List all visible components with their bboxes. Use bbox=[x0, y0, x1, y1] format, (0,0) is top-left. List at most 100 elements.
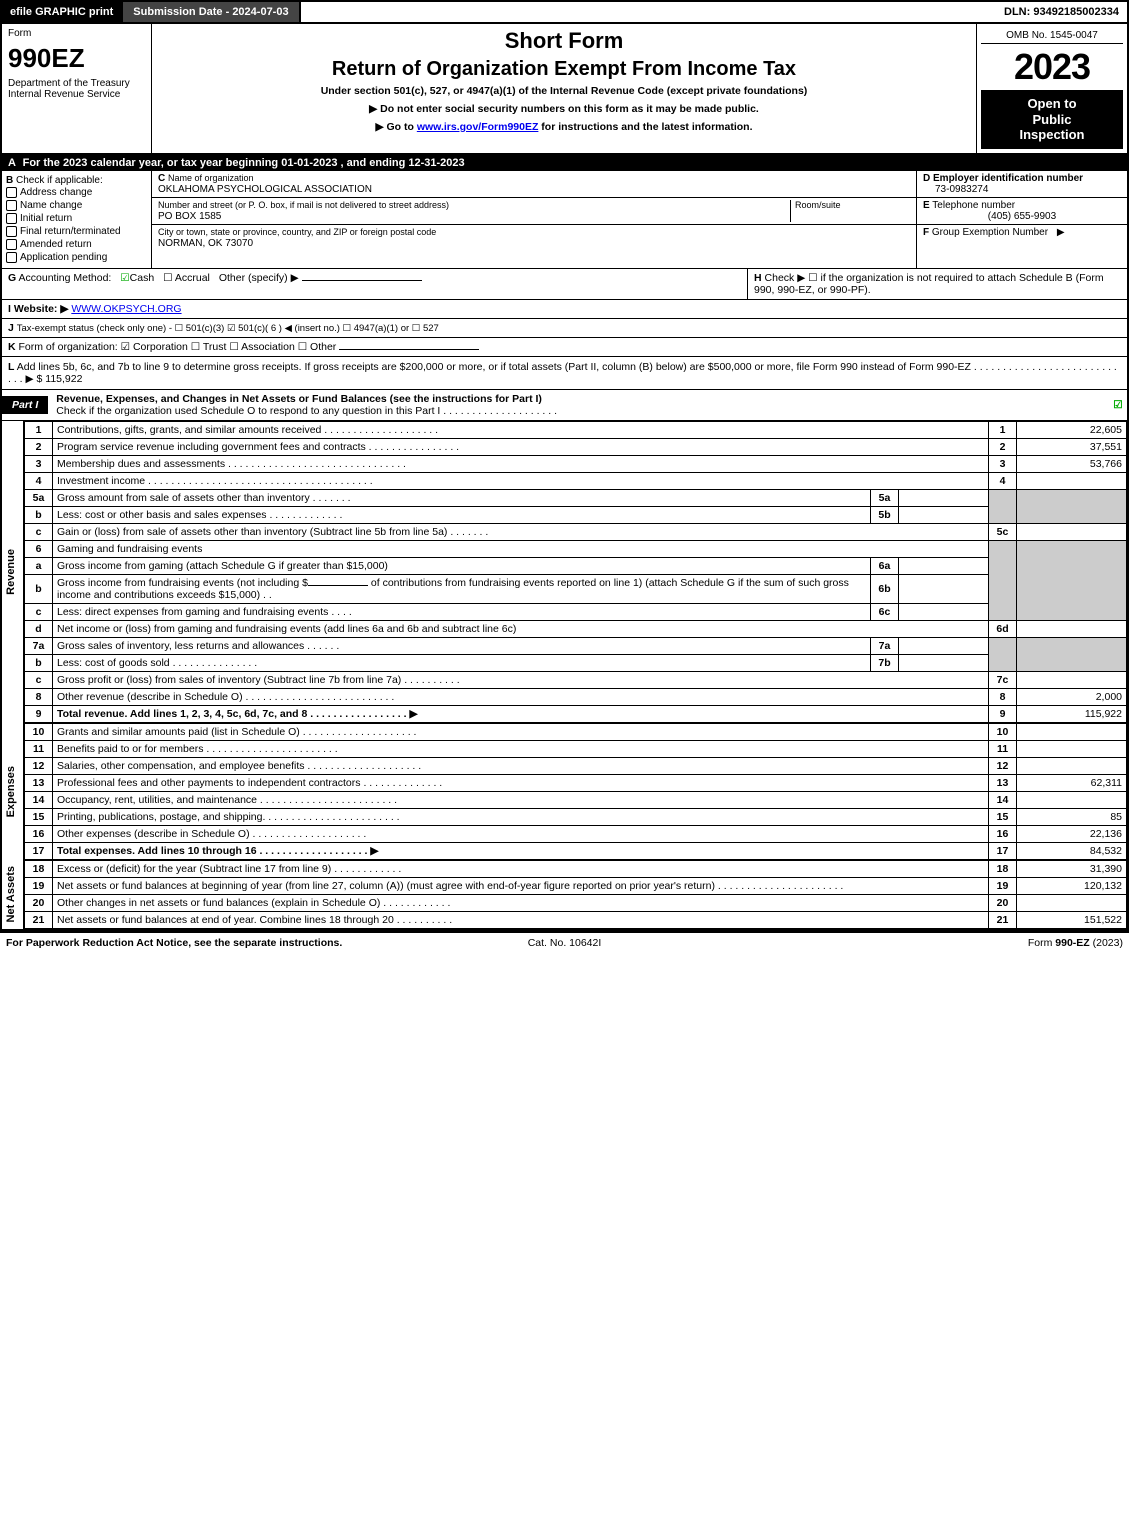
l6b-amt-input[interactable] bbox=[308, 585, 368, 586]
l19-n: 19 bbox=[25, 877, 53, 894]
l5a-ir: 5a bbox=[871, 489, 899, 506]
l2-d: Program service revenue including govern… bbox=[53, 438, 989, 455]
l6-n: 6 bbox=[25, 540, 53, 557]
section-gh: G Accounting Method: Cash ☐ Accrual Othe… bbox=[0, 269, 1129, 300]
l7b-ir: 7b bbox=[871, 654, 899, 671]
l3-r: 3 bbox=[989, 455, 1017, 472]
l8-n: 8 bbox=[25, 688, 53, 705]
cb-address-change[interactable]: Address change bbox=[6, 186, 147, 199]
section-a: A For the 2023 calendar year, or tax yea… bbox=[0, 155, 1129, 171]
l17-r: 17 bbox=[989, 842, 1017, 859]
l6-grey2 bbox=[1017, 540, 1127, 620]
line-16: 16Other expenses (describe in Schedule O… bbox=[25, 825, 1127, 842]
l5c-n: c bbox=[25, 523, 53, 540]
f-lbl: Group Exemption Number bbox=[932, 227, 1048, 238]
l5c-r: 5c bbox=[989, 523, 1017, 540]
cb-name-change[interactable]: Name change bbox=[6, 199, 147, 212]
phone-value: (405) 655-9903 bbox=[923, 211, 1121, 222]
letter-g: G bbox=[8, 272, 16, 284]
line-13: 13Professional fees and other payments t… bbox=[25, 774, 1127, 791]
l6d-v bbox=[1017, 620, 1127, 637]
other-specify-input[interactable] bbox=[302, 280, 422, 281]
l5a-n: 5a bbox=[25, 489, 53, 506]
irs-link[interactable]: www.irs.gov/Form990EZ bbox=[417, 121, 539, 133]
cb-application-pending[interactable]: Application pending bbox=[6, 251, 147, 264]
letter-c: C bbox=[158, 173, 165, 184]
line-5c: cGain or (loss) from sale of assets othe… bbox=[25, 523, 1127, 540]
l21-r: 21 bbox=[989, 911, 1017, 928]
l15-v: 85 bbox=[1017, 808, 1127, 825]
part1-title-text: Revenue, Expenses, and Changes in Net As… bbox=[56, 393, 542, 405]
part1-title: Revenue, Expenses, and Changes in Net As… bbox=[48, 390, 1109, 420]
l5-grey2 bbox=[1017, 489, 1127, 523]
k-text: Form of organization: ☑ Corporation ☐ Tr… bbox=[19, 341, 337, 353]
l5b-n: b bbox=[25, 506, 53, 523]
part1-tag: Part I bbox=[2, 396, 48, 414]
line-4: 4Investment income . . . . . . . . . . .… bbox=[25, 472, 1127, 489]
department-label: Department of the Treasury Internal Reve… bbox=[8, 78, 145, 100]
l14-v bbox=[1017, 791, 1127, 808]
l8-d: Other revenue (describe in Schedule O) .… bbox=[53, 688, 989, 705]
l16-r: 16 bbox=[989, 825, 1017, 842]
l11-d: Benefits paid to or for members . . . . … bbox=[53, 740, 989, 757]
l21-d: Net assets or fund balances at end of ye… bbox=[53, 911, 989, 928]
netassets-section: Net Assets 18Excess or (deficit) for the… bbox=[0, 860, 1129, 931]
subsection-text: Under section 501(c), 527, or 4947(a)(1)… bbox=[156, 85, 972, 97]
d-cell: D Employer identification number 73-0983… bbox=[917, 171, 1127, 198]
city-value: NORMAN, OK 73070 bbox=[158, 238, 253, 249]
l20-r: 20 bbox=[989, 894, 1017, 911]
l10-n: 10 bbox=[25, 723, 53, 740]
part1-subtitle: Check if the organization used Schedule … bbox=[56, 405, 557, 417]
footer-center: Cat. No. 10642I bbox=[528, 937, 602, 949]
l6c-d: Less: direct expenses from gaming and fu… bbox=[53, 603, 871, 620]
l7b-iv bbox=[899, 654, 989, 671]
line-11: 11Benefits paid to or for members . . . … bbox=[25, 740, 1127, 757]
j-text: Tax-exempt status (check only one) - ☐ 5… bbox=[17, 323, 439, 334]
l6b-d: Gross income from fundraising events (no… bbox=[53, 574, 871, 603]
cb-cash[interactable] bbox=[120, 272, 129, 284]
cb-amended-return[interactable]: Amended return bbox=[6, 238, 147, 251]
l12-v bbox=[1017, 757, 1127, 774]
org-name: OKLAHOMA PSYCHOLOGICAL ASSOCIATION bbox=[158, 184, 372, 195]
line-6a: aGross income from gaming (attach Schedu… bbox=[25, 557, 1127, 574]
website-link[interactable]: WWW.OKPSYCH.ORG bbox=[71, 303, 181, 315]
l12-n: 12 bbox=[25, 757, 53, 774]
c-name-lbl: Name of organization bbox=[168, 173, 254, 183]
warn2-suffix: for instructions and the latest informat… bbox=[538, 121, 752, 133]
line-2: 2Program service revenue including gover… bbox=[25, 438, 1127, 455]
section-a-text: For the 2023 calendar year, or tax year … bbox=[23, 157, 465, 169]
submission-date-button[interactable]: Submission Date - 2024-07-03 bbox=[123, 2, 300, 22]
l6c-n: c bbox=[25, 603, 53, 620]
line-8: 8Other revenue (describe in Schedule O) … bbox=[25, 688, 1127, 705]
l13-n: 13 bbox=[25, 774, 53, 791]
line-9: 9Total revenue. Add lines 1, 2, 3, 4, 5c… bbox=[25, 705, 1127, 722]
l6b-iv bbox=[899, 574, 989, 603]
form-header: Form 990EZ Department of the Treasury In… bbox=[0, 24, 1129, 155]
l-text: Add lines 5b, 6c, and 7b to line 9 to de… bbox=[8, 361, 1117, 385]
short-form-title: Short Form bbox=[156, 28, 972, 54]
line-5a: 5aGross amount from sale of assets other… bbox=[25, 489, 1127, 506]
line-20: 20Other changes in net assets or fund ba… bbox=[25, 894, 1127, 911]
l9-v: 115,922 bbox=[1017, 705, 1127, 722]
l20-v bbox=[1017, 894, 1127, 911]
letter-j: J bbox=[8, 322, 14, 334]
l8-v: 2,000 bbox=[1017, 688, 1127, 705]
l6-grey1 bbox=[989, 540, 1017, 620]
cb-final-return[interactable]: Final return/terminated bbox=[6, 225, 147, 238]
header-left: Form 990EZ Department of the Treasury In… bbox=[2, 24, 152, 153]
efile-print-button[interactable]: efile GRAPHIC print bbox=[2, 2, 123, 22]
section-j: J Tax-exempt status (check only one) - ☐… bbox=[0, 319, 1129, 338]
cb-initial-return[interactable]: Initial return bbox=[6, 212, 147, 225]
l4-d: Investment income . . . . . . . . . . . … bbox=[53, 472, 989, 489]
e-cell: E Telephone number (405) 655-9903 bbox=[917, 198, 1127, 225]
warn2-prefix: ▶ Go to bbox=[376, 121, 417, 133]
badge-l2: Public bbox=[985, 112, 1119, 128]
l12-r: 12 bbox=[989, 757, 1017, 774]
l10-r: 10 bbox=[989, 723, 1017, 740]
letter-d: D bbox=[923, 173, 930, 184]
l7c-n: c bbox=[25, 671, 53, 688]
line-7a: 7aGross sales of inventory, less returns… bbox=[25, 637, 1127, 654]
part1-check-icon[interactable]: ☑ bbox=[1109, 399, 1127, 411]
k-other-input[interactable] bbox=[339, 349, 479, 350]
c-street-row: Number and street (or P. O. box, if mail… bbox=[152, 198, 916, 225]
